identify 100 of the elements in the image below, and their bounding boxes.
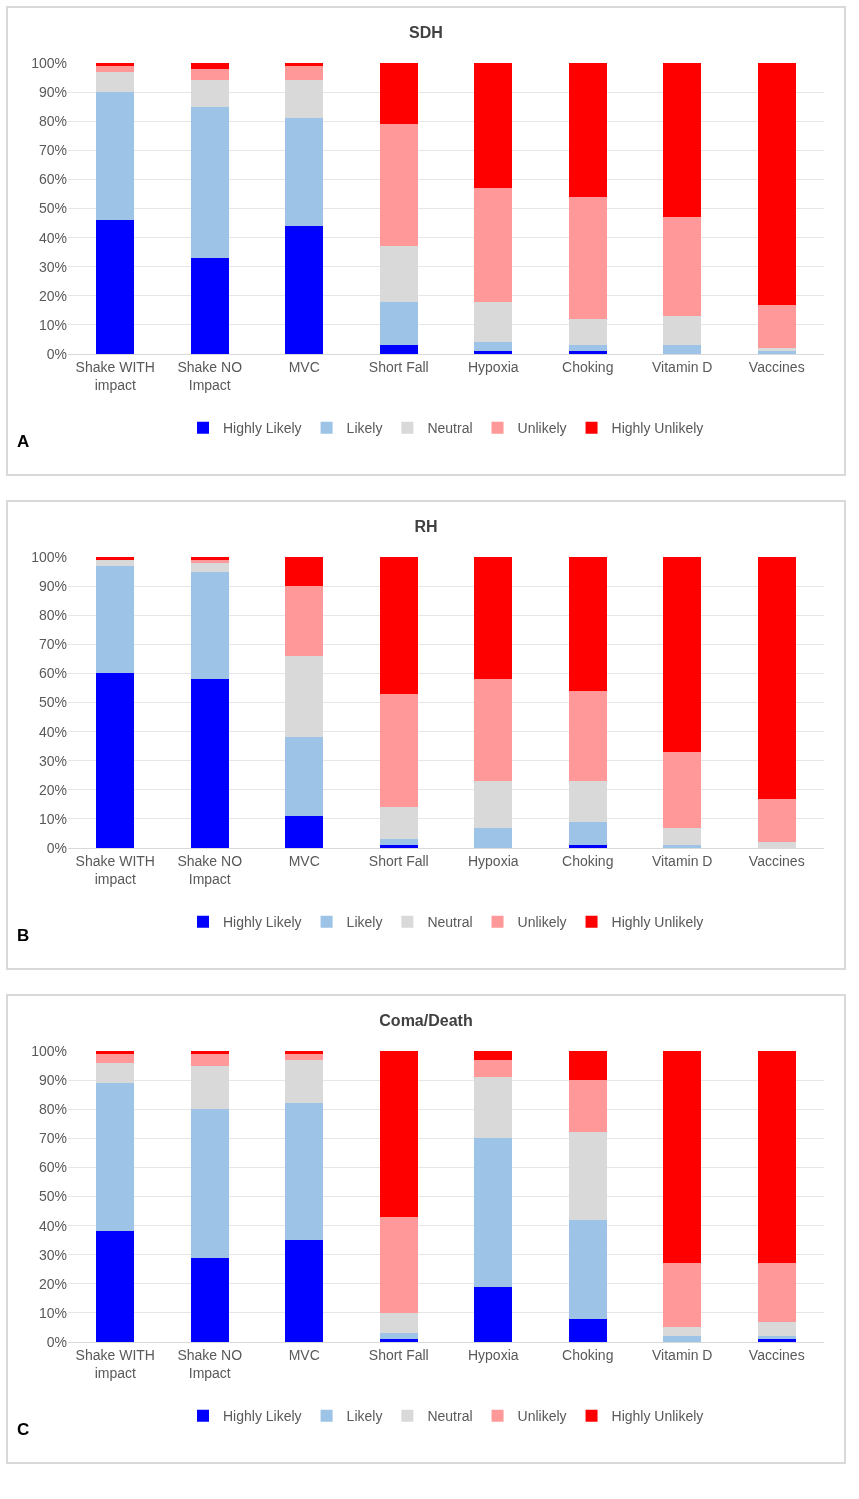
bar	[190, 1257, 229, 1342]
bar	[285, 737, 324, 816]
bar	[190, 1051, 229, 1054]
bar	[96, 1231, 135, 1342]
bar	[379, 1339, 418, 1342]
bar	[568, 690, 607, 782]
bar	[190, 1053, 229, 1066]
bar	[190, 562, 229, 572]
text: C	[17, 1420, 30, 1439]
bar	[285, 815, 324, 848]
bar	[474, 1138, 513, 1287]
bar	[474, 1286, 513, 1342]
x-tick-label: Shake NO Impact	[177, 852, 243, 887]
y-tick-label: 20%	[38, 781, 67, 798]
bar	[285, 63, 324, 66]
bar	[96, 557, 135, 560]
bar	[190, 1065, 229, 1110]
bar	[96, 1051, 135, 1054]
x-tick-label: Vaccines	[748, 1346, 805, 1363]
y-tick-label: 10%	[38, 1304, 67, 1321]
y-tick-label: 50%	[38, 1188, 67, 1205]
bar	[474, 188, 513, 302]
bar	[474, 342, 513, 352]
bar	[757, 557, 796, 799]
bar	[757, 1263, 796, 1322]
x-tick-label: Choking	[562, 358, 614, 375]
bar	[757, 304, 796, 349]
legend-label: Likely	[346, 420, 383, 437]
y-tick-label: 40%	[38, 1217, 67, 1234]
x-tick-label: Shake WITH impact	[75, 852, 155, 887]
bar	[96, 1062, 135, 1084]
bar	[96, 220, 135, 354]
chart-title: RH	[414, 517, 438, 535]
text: A	[17, 432, 30, 451]
legend-label: Likely	[346, 1408, 383, 1425]
x-tick-label: Vitamin D	[652, 1346, 713, 1363]
y-tick-label: 10%	[38, 316, 67, 333]
bar	[190, 679, 229, 848]
bar	[285, 1051, 324, 1054]
x-tick-label: Short Fall	[368, 852, 429, 869]
y-tick-label: 40%	[38, 723, 67, 740]
y-tick-label: 70%	[38, 636, 67, 653]
bar	[474, 63, 513, 189]
bar	[379, 1333, 418, 1340]
x-tick-label: Hypoxia	[467, 1346, 519, 1363]
bar	[474, 1077, 513, 1139]
y-tick-label: 0%	[46, 1333, 67, 1350]
y-tick-label: 80%	[38, 607, 67, 624]
bar	[190, 1109, 229, 1258]
bar	[96, 559, 135, 566]
bar	[474, 557, 513, 680]
x-tick-label: Choking	[562, 1346, 614, 1363]
y-tick-label: 70%	[38, 1130, 67, 1147]
bar	[663, 1051, 702, 1264]
legend-label: Unlikely	[517, 420, 567, 437]
y-tick-label: 80%	[38, 113, 67, 130]
bar	[568, 345, 607, 352]
bar	[568, 1132, 607, 1220]
bar	[285, 1053, 324, 1060]
bar	[96, 92, 135, 221]
bar	[474, 1059, 513, 1078]
x-tick-label: Shake WITH impact	[75, 1346, 155, 1381]
y-tick-label: 60%	[38, 171, 67, 188]
legend-label: Unlikely	[517, 1408, 567, 1425]
y-tick-label: 10%	[38, 810, 67, 827]
bar	[663, 1336, 702, 1342]
x-tick-label: Vaccines	[748, 852, 805, 869]
x-tick-label: Vitamin D	[652, 852, 713, 869]
bar	[474, 827, 513, 848]
legend-label: Highly Unlikely	[611, 420, 704, 437]
y-tick-label: 30%	[38, 752, 67, 769]
bar	[474, 301, 513, 343]
y-tick-label: 30%	[38, 258, 67, 275]
y-tick-label: 40%	[38, 229, 67, 246]
y-tick-label: 60%	[38, 665, 67, 682]
chart-title: SDH	[409, 23, 443, 41]
bar	[663, 827, 702, 846]
bar	[285, 557, 324, 587]
bar	[663, 217, 702, 317]
bar	[757, 798, 796, 843]
legend-label: Highly Likely	[223, 420, 302, 437]
bar	[568, 781, 607, 822]
bar	[379, 807, 418, 840]
y-tick-label: 50%	[38, 694, 67, 711]
bar	[663, 751, 702, 828]
bar	[190, 106, 229, 258]
y-tick-label: 100%	[31, 54, 67, 71]
bar	[663, 316, 702, 346]
bar	[379, 1312, 418, 1334]
y-tick-label: 0%	[46, 345, 67, 362]
x-tick-label: MVC	[288, 852, 320, 869]
x-tick-label: Vitamin D	[652, 358, 713, 375]
legend-label: Neutral	[427, 1408, 473, 1425]
bar	[285, 1103, 324, 1241]
bar	[568, 1051, 607, 1081]
bar	[96, 63, 135, 66]
bar	[379, 845, 418, 848]
bar	[568, 821, 607, 846]
bar	[285, 118, 324, 226]
legend-label: Highly Likely	[223, 914, 302, 931]
